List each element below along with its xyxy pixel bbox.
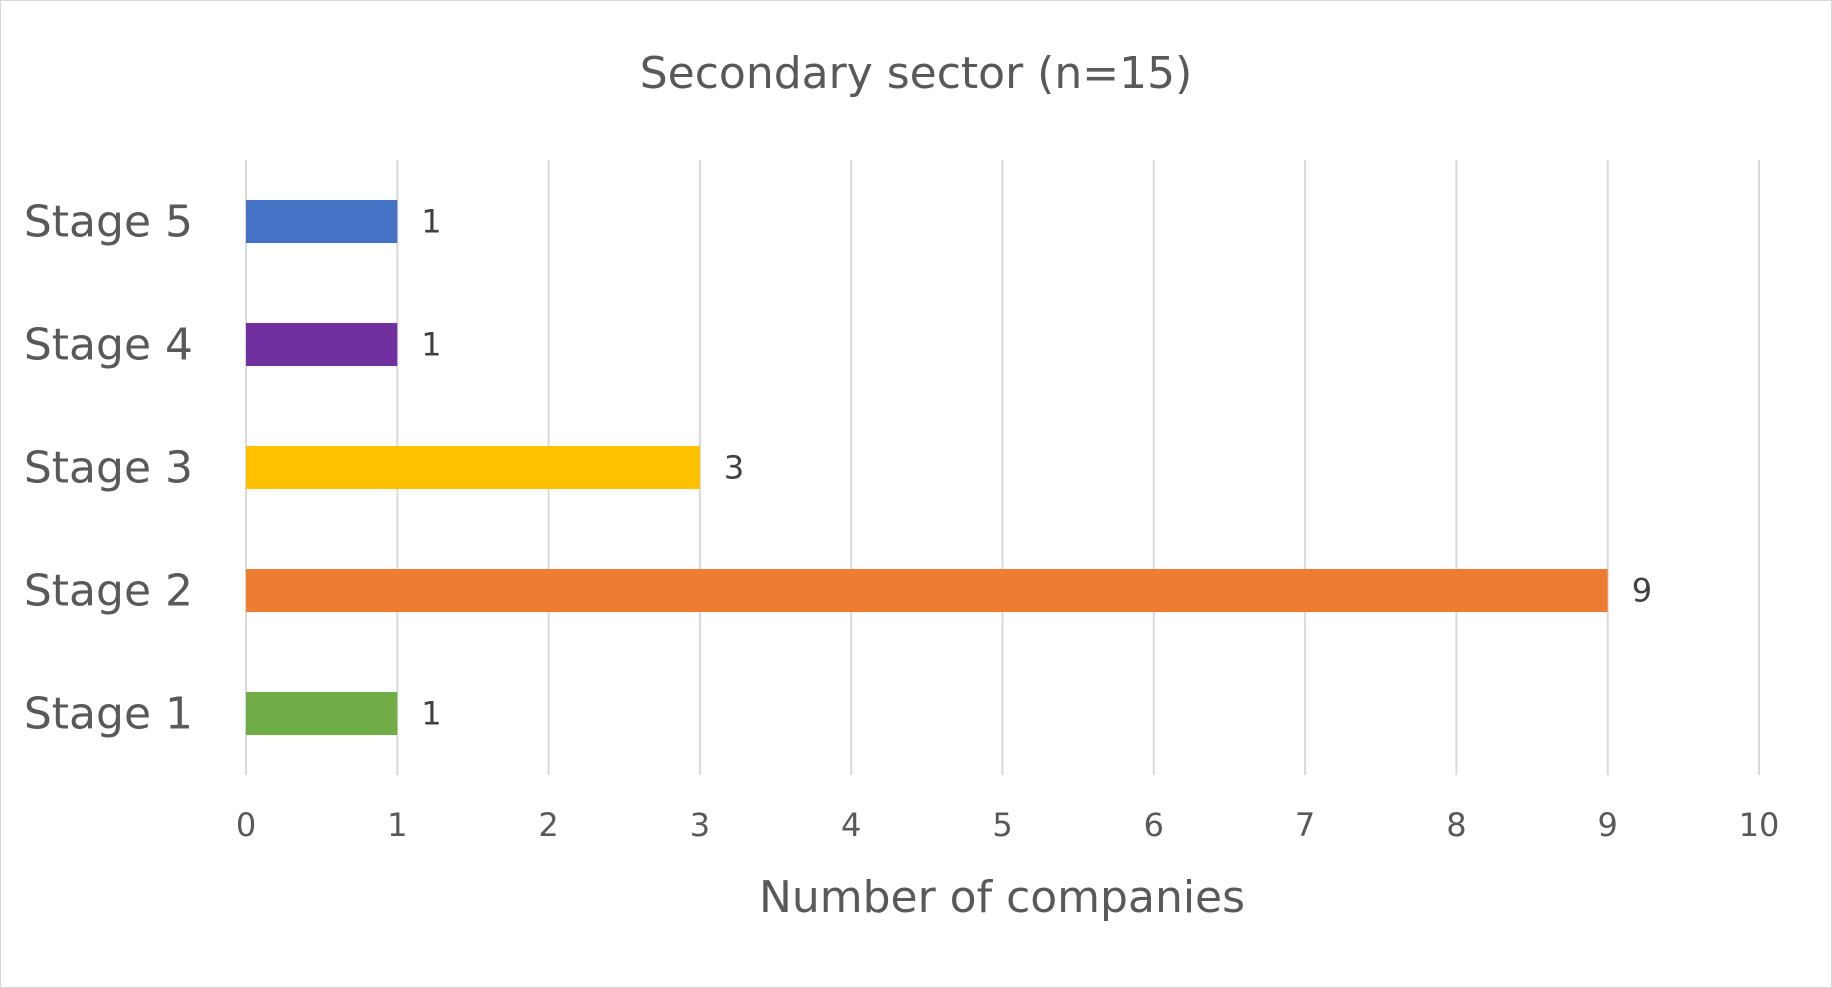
x-tick-label-3: 3 <box>690 806 710 844</box>
x-axis-tick-labels: 0 1 2 3 4 5 6 7 8 9 10 <box>236 806 1780 844</box>
x-tick-label-7: 7 <box>1295 806 1315 844</box>
bars <box>246 199 1608 736</box>
x-tick-label-6: 6 <box>1144 806 1164 844</box>
category-label-stage-5: Stage 5 <box>24 197 193 248</box>
category-labels: Stage 5 Stage 4 Stage 3 Stage 2 Stage 1 <box>24 197 193 740</box>
x-axis-title: Number of companies <box>759 872 1245 923</box>
x-tick-label-10: 10 <box>1739 806 1780 844</box>
x-tick-label-1: 1 <box>387 806 407 844</box>
category-label-stage-1: Stage 1 <box>24 689 193 740</box>
data-label-stage-1: 1 <box>421 695 441 733</box>
x-tick-label-2: 2 <box>538 806 558 844</box>
data-label-stage-2: 9 <box>1632 572 1652 610</box>
category-label-stage-3: Stage 3 <box>24 443 193 494</box>
bar-stage-5 <box>246 199 398 244</box>
bar-stage-3 <box>246 445 700 490</box>
bar-stage-2 <box>246 568 1608 613</box>
x-tick-label-5: 5 <box>992 806 1012 844</box>
x-tick-label-4: 4 <box>841 806 861 844</box>
category-label-stage-4: Stage 4 <box>24 320 193 371</box>
data-label-stage-3: 3 <box>724 449 744 487</box>
x-tick-label-0: 0 <box>236 806 256 844</box>
chart-title: Secondary sector (n=15) <box>640 48 1193 99</box>
x-tick-label-8: 8 <box>1446 806 1466 844</box>
data-labels: 1 1 3 9 1 <box>421 203 1652 733</box>
gridlines <box>245 160 1760 775</box>
x-tick-label-9: 9 <box>1598 806 1618 844</box>
data-label-stage-4: 1 <box>421 326 441 364</box>
category-label-stage-2: Stage 2 <box>24 566 193 617</box>
bar-stage-4 <box>246 322 398 367</box>
bar-stage-1 <box>246 691 398 736</box>
data-label-stage-5: 1 <box>421 203 441 241</box>
